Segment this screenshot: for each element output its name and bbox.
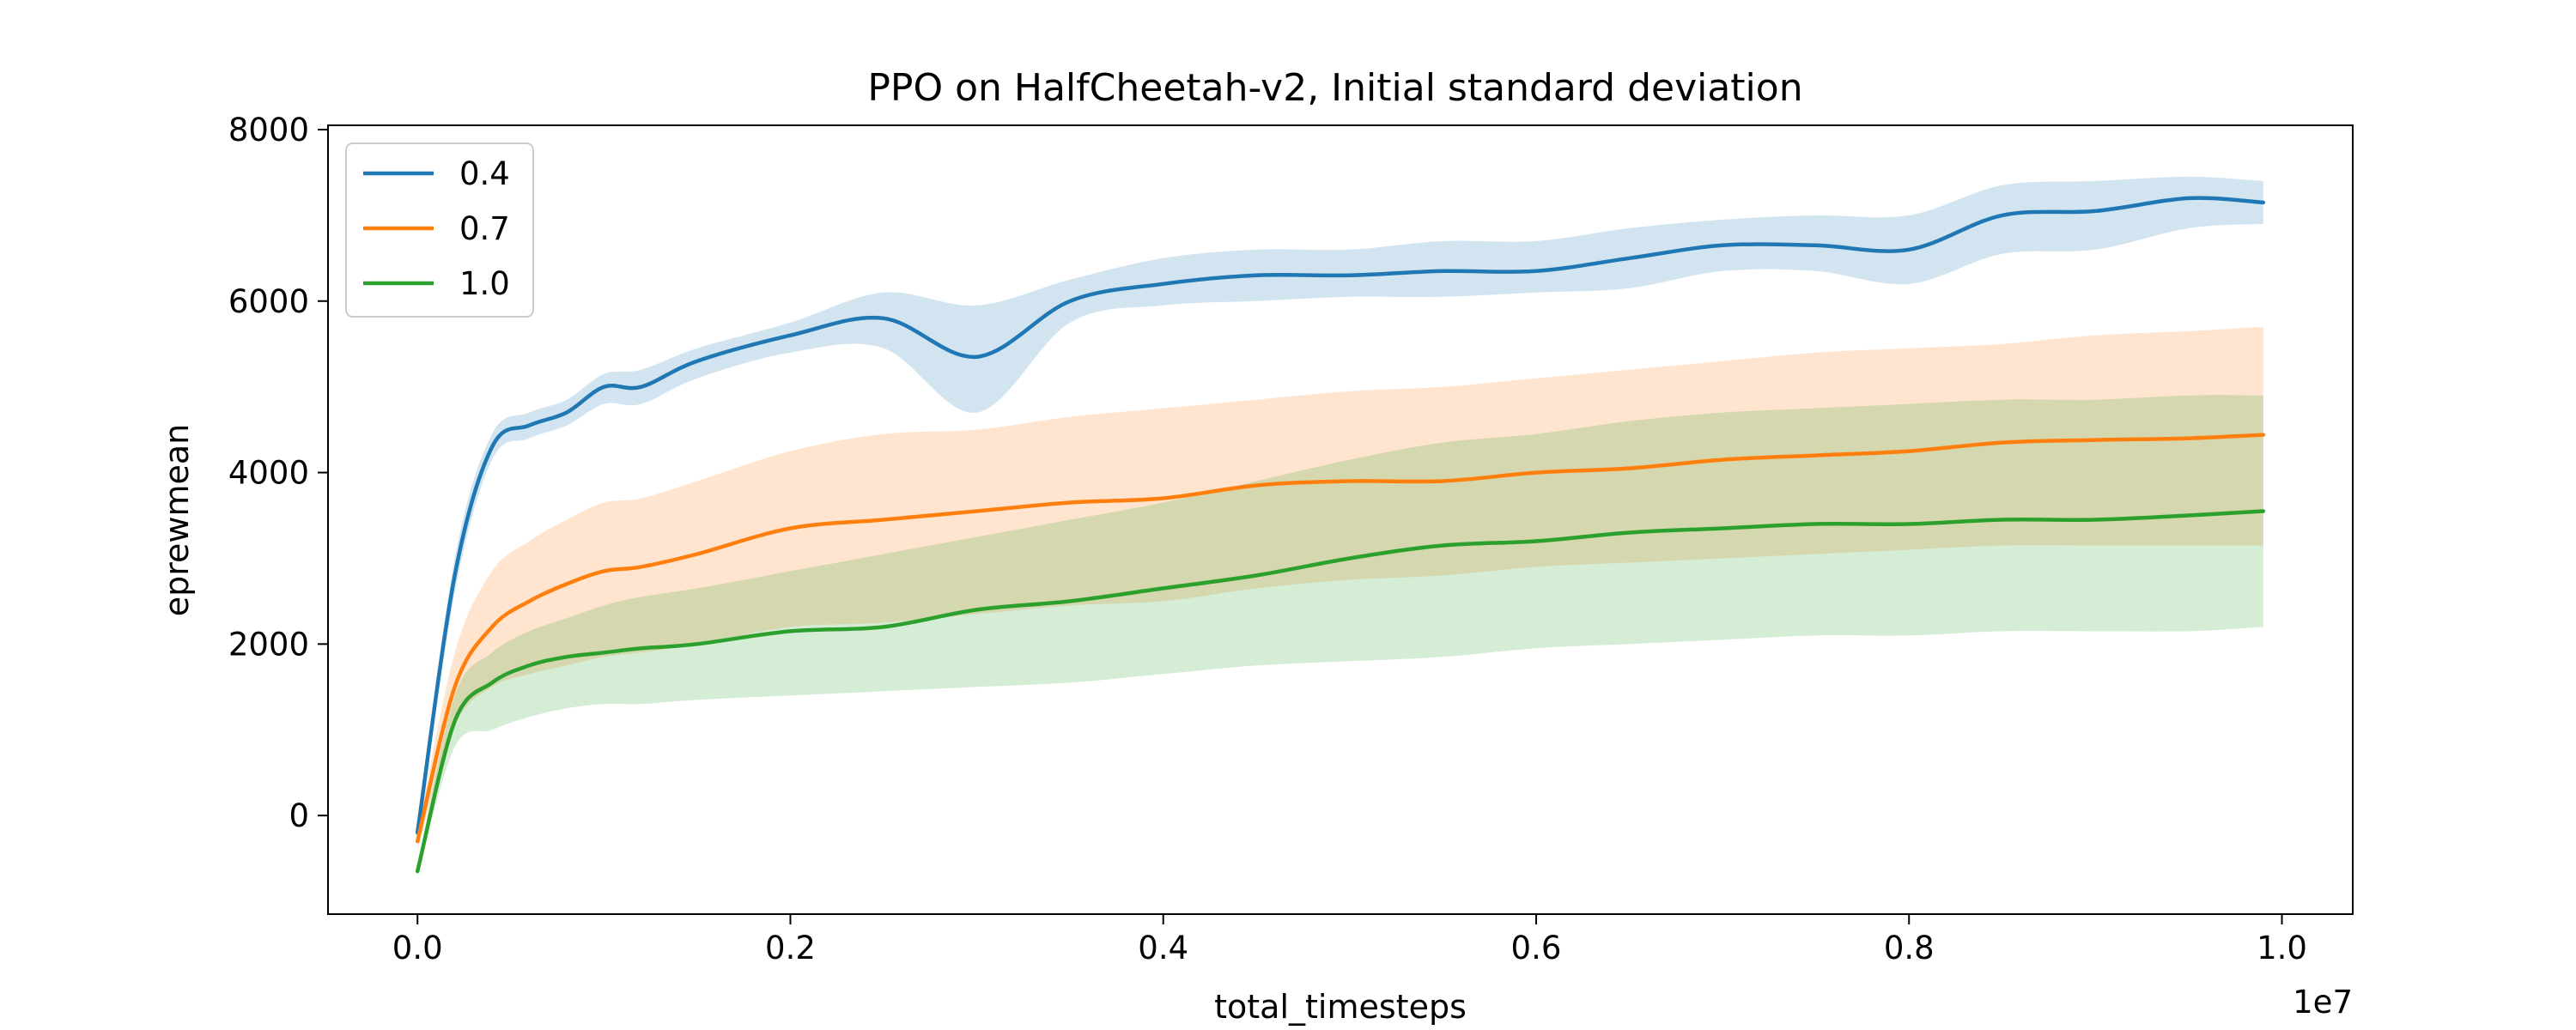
y-axis-ticks: 0 2000 4000 6000 8000 — [228, 112, 328, 834]
y-tick-label: 6000 — [228, 283, 309, 320]
y-tick-label: 4000 — [228, 455, 309, 492]
chart-title: PPO on HalfCheetah-v2, Initial standard … — [867, 66, 1802, 110]
x-tick-label: 0.2 — [765, 930, 816, 966]
plot-frame — [327, 124, 2354, 915]
legend-label: 1.0 — [459, 265, 510, 302]
line-series-1 — [415, 433, 2266, 844]
x-axis-label: total_timesteps — [1214, 988, 1467, 1026]
x-axis-offset-label: 1e7 — [2293, 984, 2353, 1021]
legend-label: 0.7 — [459, 210, 510, 247]
legend-items: 0.4 0.7 1.0 — [363, 155, 510, 302]
band-series-0 — [417, 176, 2263, 842]
x-tick-label: 0.6 — [1511, 930, 1562, 966]
y-tick-label: 2000 — [228, 626, 309, 663]
y-axis-label: eprewmean — [158, 424, 196, 617]
x-axis-ticks: 0.0 0.2 0.4 0.6 0.8 1.0 — [392, 914, 2307, 966]
legend: 0.4 0.7 1.0 — [345, 142, 534, 318]
plot-area — [327, 124, 2354, 915]
line-series-0 — [415, 196, 2266, 835]
legend-box — [345, 142, 534, 318]
x-tick-label: 0.4 — [1138, 930, 1188, 966]
legend-label: 0.4 — [459, 155, 510, 192]
line-series-2 — [415, 509, 2266, 874]
x-tick-label: 1.0 — [2257, 930, 2307, 966]
x-tick-label: 0.8 — [1884, 930, 1935, 966]
y-tick-label: 8000 — [228, 112, 309, 148]
band-series-2 — [417, 395, 2263, 876]
series-lines — [415, 196, 2266, 874]
x-tick-label: 0.0 — [392, 930, 443, 966]
y-tick-label: 0 — [289, 797, 309, 834]
